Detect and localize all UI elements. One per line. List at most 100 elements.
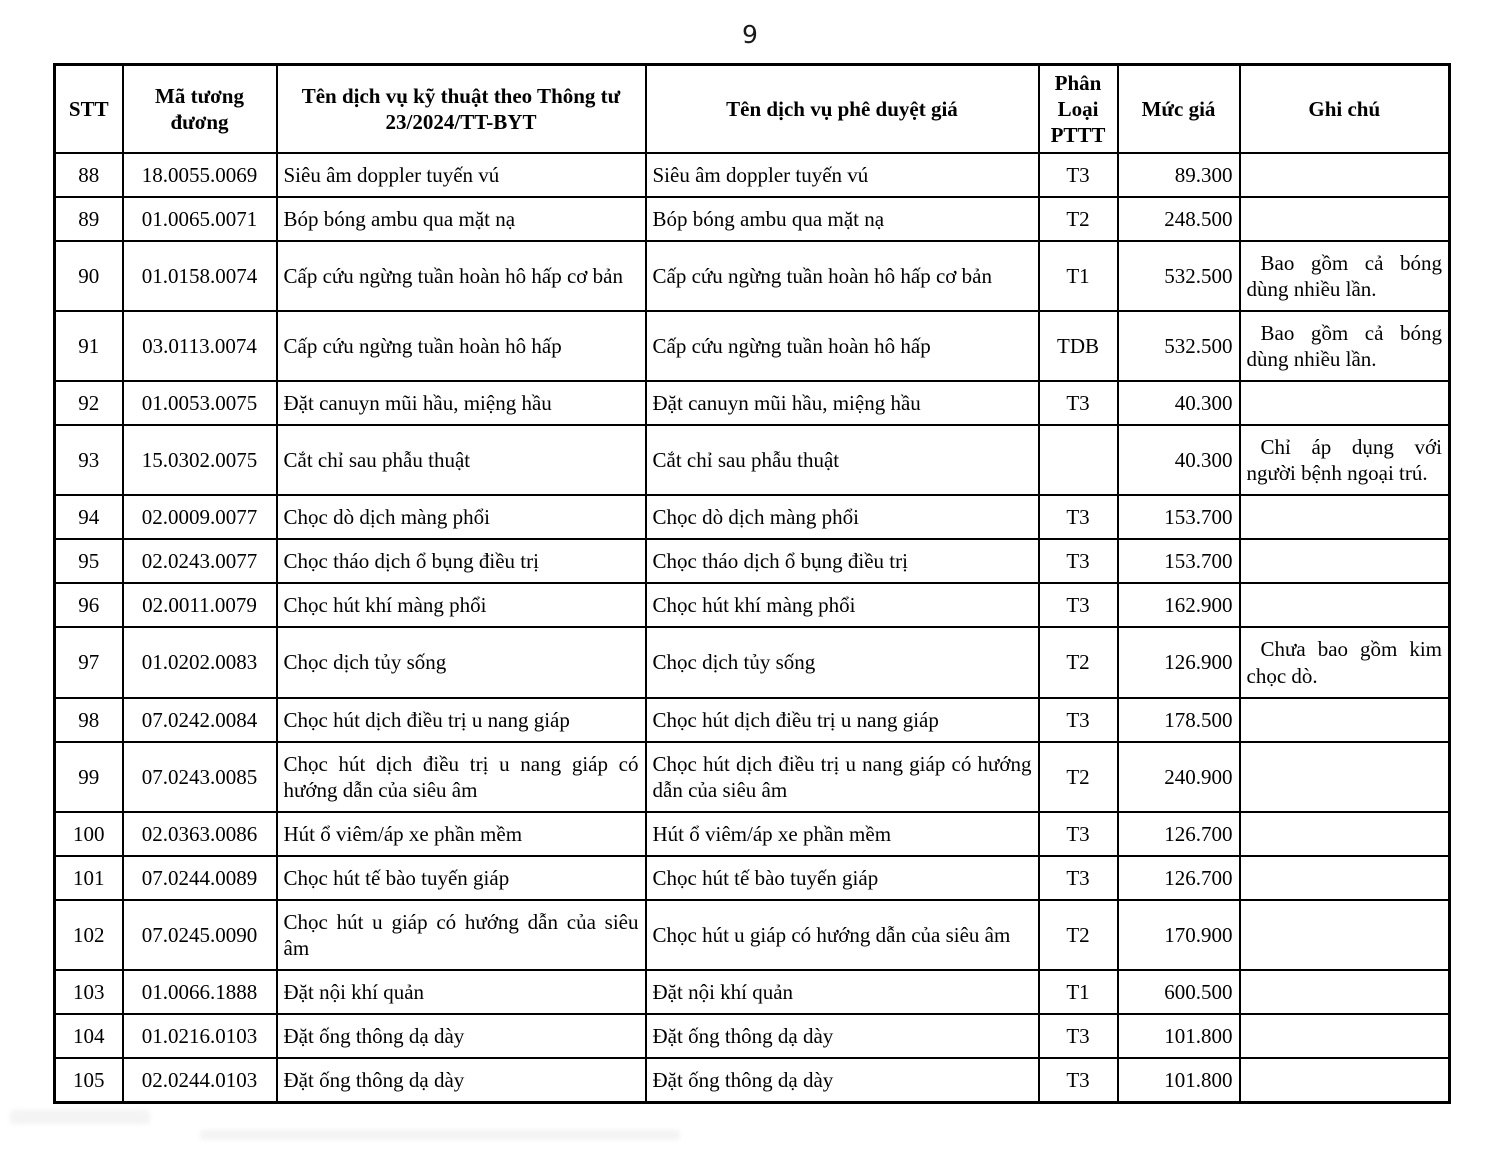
cell-pttt: T1 (1037, 968, 1119, 1015)
cell-pttt: T3 (1037, 1056, 1119, 1104)
cell-stt: 100 (53, 810, 124, 857)
cell-pttt: T3 (1037, 582, 1119, 629)
cell-service-tt: Chọc hút dịch điều trị u nang giáp (275, 696, 647, 743)
cell-note (1238, 380, 1451, 427)
cell-pttt: T3 (1037, 494, 1119, 541)
cell-code: 07.0245.0090 (121, 898, 278, 971)
table-header-row: STT Mã tương đương Tên dịch vụ kỹ thuật … (53, 63, 1451, 155)
cell-price: 248.500 (1116, 196, 1241, 243)
cell-service-approved: Đặt canuyn mũi hầu, miệng hầu (644, 380, 1040, 427)
cell-service-approved: Chọc dịch tủy sống (644, 626, 1040, 699)
cell-note: Bao gồm cả bóng dùng nhiều lần. (1238, 310, 1451, 383)
cell-stt: 95 (53, 538, 124, 585)
cell-note (1238, 1056, 1451, 1104)
cell-pttt: T3 (1037, 1012, 1119, 1059)
cell-service-approved: Chọc hút tế bào tuyến giáp (644, 854, 1040, 901)
cell-note (1238, 898, 1451, 971)
cell-stt: 89 (53, 196, 124, 243)
cell-price: 126.700 (1116, 854, 1241, 901)
cell-service-tt: Chọc hút tế bào tuyến giáp (275, 854, 647, 901)
cell-pttt (1037, 424, 1119, 497)
cell-note (1238, 696, 1451, 743)
table-row: 93 15.0302.0075 Cắt chỉ sau phẫu thuật Cắt … (53, 424, 1451, 497)
cell-pttt: T2 (1037, 196, 1119, 243)
cell-price: 153.700 (1116, 494, 1241, 541)
table-body: 88 18.0055.0069 Siêu âm doppler tuyến vú Si… (53, 152, 1451, 1104)
table-row: 98 07.0242.0084 Chọc hút dịch điều trị u n… (53, 696, 1451, 743)
cell-stt: 94 (53, 494, 124, 541)
cell-service-approved: Chọc hút u giáp có hướng dẫn của siêu âm (644, 898, 1040, 971)
cell-stt: 93 (53, 424, 124, 497)
cell-code: 15.0302.0075 (121, 424, 278, 497)
cell-code: 01.0053.0075 (121, 380, 278, 427)
table-row: 97 01.0202.0083 Chọc dịch tủy sống Chọc dịc… (53, 626, 1451, 699)
table-row: 101 07.0244.0089 Chọc hút tế bào tuyến giá… (53, 854, 1451, 901)
table-row: 100 02.0363.0086 Hút ổ viêm/áp xe phần mềm… (53, 810, 1451, 857)
cell-stt: 92 (53, 380, 124, 427)
cell-stt: 90 (53, 240, 124, 313)
cell-pttt: T2 (1037, 626, 1119, 699)
cell-stt: 101 (53, 854, 124, 901)
cell-pttt: T2 (1037, 898, 1119, 971)
cell-service-tt: Cấp cứu ngừng tuần hoàn hô hấp cơ bản (275, 240, 647, 313)
cell-code: 01.0216.0103 (121, 1012, 278, 1059)
cell-price: 40.300 (1116, 424, 1241, 497)
cell-stt: 105 (53, 1056, 124, 1104)
cell-service-tt: Chọc hút dịch điều trị u nang giáp có hư… (275, 740, 647, 813)
cell-service-tt: Đặt ống thông dạ dày (275, 1056, 647, 1104)
table-row: 99 07.0243.0085 Chọc hút dịch điều trị u n… (53, 740, 1451, 813)
table-row: 103 01.0066.1888 Đặt nội khí quản Đặt nội k… (53, 968, 1451, 1015)
table-row: 88 18.0055.0069 Siêu âm doppler tuyến vú Si… (53, 152, 1451, 199)
cell-price: 532.500 (1116, 240, 1241, 313)
cell-code: 02.0011.0079 (121, 582, 278, 629)
cell-service-approved: Chọc tháo dịch ổ bụng điều trị (644, 538, 1040, 585)
cell-price: 101.800 (1116, 1056, 1241, 1104)
cell-pttt: T3 (1037, 538, 1119, 585)
cell-code: 07.0244.0089 (121, 854, 278, 901)
cell-note: Bao gồm cả bóng dùng nhiều lần. (1238, 240, 1451, 313)
cell-service-approved: Đặt ống thông dạ dày (644, 1056, 1040, 1104)
cell-code: 02.0009.0077 (121, 494, 278, 541)
cell-service-tt: Hút ổ viêm/áp xe phần mềm (275, 810, 647, 857)
cell-service-tt: Cấp cứu ngừng tuần hoàn hô hấp (275, 310, 647, 383)
scan-artifact (10, 1110, 150, 1124)
cell-code: 03.0113.0074 (121, 310, 278, 383)
cell-stt: 91 (53, 310, 124, 383)
cell-pttt: T3 (1037, 696, 1119, 743)
table-row: 105 02.0244.0103 Đặt ống thông dạ dày Đặt ố… (53, 1056, 1451, 1104)
cell-price: 170.900 (1116, 898, 1241, 971)
cell-service-tt: Bóp bóng ambu qua mặt nạ (275, 196, 647, 243)
cell-code: 18.0055.0069 (121, 152, 278, 199)
cell-service-approved: Cắt chỉ sau phẫu thuật (644, 424, 1040, 497)
table-row: 94 02.0009.0077 Chọc dò dịch màng phổi Chọc… (53, 494, 1451, 541)
cell-stt: 88 (53, 152, 124, 199)
page-number: 9 (742, 20, 758, 49)
cell-price: 153.700 (1116, 538, 1241, 585)
cell-stt: 99 (53, 740, 124, 813)
cell-note: Chỉ áp dụng với người bệnh ngoại trú. (1238, 424, 1451, 497)
cell-note (1238, 810, 1451, 857)
cell-code: 07.0243.0085 (121, 740, 278, 813)
cell-pttt: T3 (1037, 810, 1119, 857)
cell-price: 126.900 (1116, 626, 1241, 699)
table-row: 102 07.0245.0090 Chọc hút u giáp có hướng … (53, 898, 1451, 971)
cell-service-approved: Siêu âm doppler tuyến vú (644, 152, 1040, 199)
table-row: 90 01.0158.0074 Cấp cứu ngừng tuần hoàn hô… (53, 240, 1451, 313)
cell-pttt: T1 (1037, 240, 1119, 313)
cell-stt: 98 (53, 696, 124, 743)
cell-pttt: TDB (1037, 310, 1119, 383)
table-row: 104 01.0216.0103 Đặt ống thông dạ dày Đặt ố… (53, 1012, 1451, 1059)
cell-stt: 102 (53, 898, 124, 971)
cell-code: 01.0158.0074 (121, 240, 278, 313)
cell-stt: 104 (53, 1012, 124, 1059)
cell-service-tt: Chọc hút khí màng phổi (275, 582, 647, 629)
table-row: 96 02.0011.0079 Chọc hút khí màng phổi Chọc… (53, 582, 1451, 629)
cell-note (1238, 968, 1451, 1015)
cell-service-tt: Chọc hút u giáp có hướng dẫn của siêu âm (275, 898, 647, 971)
cell-service-tt: Cắt chỉ sau phẫu thuật (275, 424, 647, 497)
cell-service-approved: Chọc hút khí màng phổi (644, 582, 1040, 629)
cell-stt: 103 (53, 968, 124, 1015)
cell-code: 02.0244.0103 (121, 1056, 278, 1104)
table-row: 91 03.0113.0074 Cấp cứu ngừng tuần hoàn hô… (53, 310, 1451, 383)
cell-service-approved: Đặt nội khí quản (644, 968, 1040, 1015)
